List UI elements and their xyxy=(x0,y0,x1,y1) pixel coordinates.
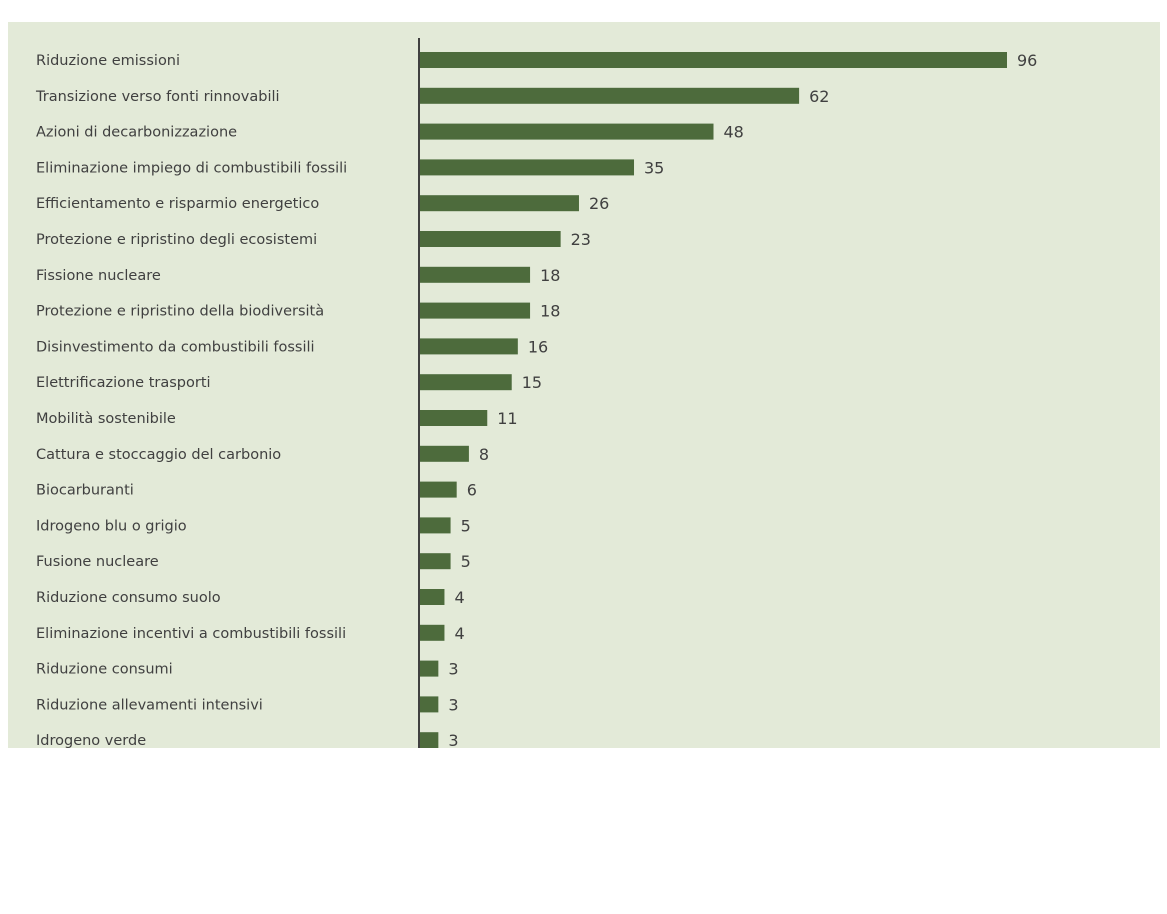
bar xyxy=(420,52,1007,68)
category-label: Idrogeno blu o grigio xyxy=(36,518,187,534)
category-label: Protezione e ripristino degli ecosistemi xyxy=(36,232,317,248)
bar xyxy=(420,302,531,319)
bar xyxy=(420,374,512,391)
category-label: Disinvestimento da combustibili fossili xyxy=(36,339,315,355)
category-label: Fissione nucleare xyxy=(36,268,161,284)
category-label: Protezione e ripristino della biodiversi… xyxy=(36,304,324,320)
bar xyxy=(420,517,451,534)
bar xyxy=(420,231,561,247)
bar xyxy=(420,696,439,713)
category-label: Cattura e stoccaggio del carbonio xyxy=(36,447,281,463)
bars xyxy=(420,52,1007,748)
bar xyxy=(420,338,518,355)
bar-chart: Riduzione emissioni Transizione verso fon… xyxy=(35,38,1037,748)
value-labels: 966248352623181816151186554433321115 xyxy=(448,51,1037,748)
category-labels: Riduzione emissioni Transizione verso fon… xyxy=(35,53,347,748)
bar xyxy=(420,660,439,677)
bar xyxy=(420,481,457,498)
category-label: Biocarburanti xyxy=(36,483,134,499)
category-label: Eliminazione incentivi a combustibili fo… xyxy=(36,626,346,642)
category-label: Fusione nucleare xyxy=(36,554,159,570)
value-label: 6 xyxy=(467,481,477,500)
chart-panel: Riduzione emissioni Transizione verso fon… xyxy=(8,22,1160,748)
value-label: 26 xyxy=(589,194,609,213)
value-label: 8 xyxy=(479,445,489,464)
bar xyxy=(420,732,439,748)
value-label: 48 xyxy=(724,123,744,142)
value-label: 5 xyxy=(461,552,471,571)
bar xyxy=(420,624,445,641)
bar xyxy=(420,589,445,605)
value-label: 15 xyxy=(522,373,542,392)
value-label: 16 xyxy=(528,337,548,356)
value-label: 18 xyxy=(540,266,560,285)
bar xyxy=(420,123,714,140)
value-label: 96 xyxy=(1017,51,1037,70)
category-label: Riduzione emissioni xyxy=(36,53,180,69)
value-label: 3 xyxy=(448,695,458,714)
category-label: Elettrificazione trasporti xyxy=(36,375,211,391)
value-label: 4 xyxy=(454,624,464,643)
bar xyxy=(420,410,488,426)
category-label: Idrogeno verde xyxy=(36,733,146,748)
value-label: 35 xyxy=(644,158,664,177)
value-label: 3 xyxy=(448,660,458,679)
category-label: Transizione verso fonti rinnovabili xyxy=(35,89,280,105)
category-label: Mobilità sostenibile xyxy=(36,411,176,427)
value-label: 11 xyxy=(497,409,517,428)
category-label: Eliminazione impiego di combustibili fos… xyxy=(36,160,347,176)
value-label: 18 xyxy=(540,302,560,321)
category-label: Riduzione consumi xyxy=(36,662,173,678)
category-label: Azioni di decarbonizzazione xyxy=(36,125,237,141)
bar xyxy=(420,445,469,462)
bar xyxy=(420,195,579,212)
bar xyxy=(420,553,451,570)
value-label: 23 xyxy=(571,230,591,249)
category-label: Efficientamento e risparmio energetico xyxy=(36,196,319,212)
value-label: 62 xyxy=(809,87,829,106)
value-label: 3 xyxy=(448,731,458,748)
bar xyxy=(420,159,635,176)
category-label: Riduzione allevamenti intensivi xyxy=(36,697,263,713)
bar xyxy=(420,87,800,104)
value-label: 4 xyxy=(454,588,464,607)
value-label: 5 xyxy=(461,516,471,535)
bar xyxy=(420,266,531,283)
category-label: Riduzione consumo suolo xyxy=(36,590,221,606)
